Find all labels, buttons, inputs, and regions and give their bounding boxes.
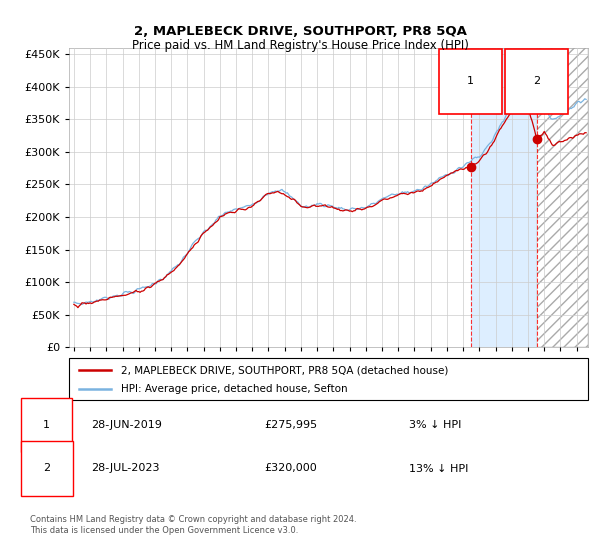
Text: 2: 2 (533, 77, 541, 86)
Bar (537, 48, 588, 347)
Text: 1: 1 (467, 77, 474, 86)
Text: This data is licensed under the Open Government Licence v3.0.: This data is licensed under the Open Gov… (30, 526, 298, 535)
Text: £275,995: £275,995 (265, 420, 317, 430)
Bar (537, 48, 588, 347)
FancyBboxPatch shape (69, 358, 588, 400)
Text: 2, MAPLEBECK DRIVE, SOUTHPORT, PR8 5QA (detached house): 2, MAPLEBECK DRIVE, SOUTHPORT, PR8 5QA (… (121, 365, 448, 375)
Text: Price paid vs. HM Land Registry's House Price Index (HPI): Price paid vs. HM Land Registry's House … (131, 39, 469, 52)
Text: Contains HM Land Registry data © Crown copyright and database right 2024.: Contains HM Land Registry data © Crown c… (30, 515, 356, 524)
Text: 13% ↓ HPI: 13% ↓ HPI (409, 464, 469, 474)
Text: HPI: Average price, detached house, Sefton: HPI: Average price, detached house, Seft… (121, 384, 347, 394)
Bar (470, 48, 537, 347)
Text: 2, MAPLEBECK DRIVE, SOUTHPORT, PR8 5QA: 2, MAPLEBECK DRIVE, SOUTHPORT, PR8 5QA (134, 25, 466, 38)
Text: 2: 2 (43, 464, 50, 474)
Text: 28-JUN-2019: 28-JUN-2019 (91, 420, 162, 430)
Text: 3% ↓ HPI: 3% ↓ HPI (409, 420, 462, 430)
Text: 1: 1 (43, 420, 50, 430)
Text: £320,000: £320,000 (265, 464, 317, 474)
Text: 28-JUL-2023: 28-JUL-2023 (91, 464, 160, 474)
